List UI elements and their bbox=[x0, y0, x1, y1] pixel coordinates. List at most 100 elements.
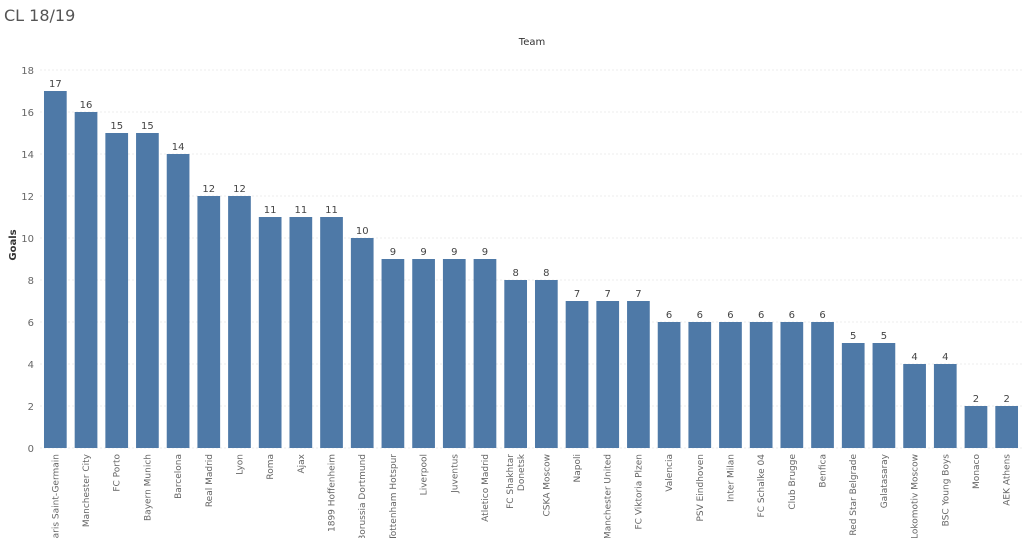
x-tick-label: FC Porto bbox=[113, 454, 123, 492]
bar-value-label: 11 bbox=[294, 205, 307, 216]
bar-value-label: 11 bbox=[264, 205, 277, 216]
x-tick-label: Red Star Belgrade bbox=[849, 454, 859, 536]
bar[interactable] bbox=[43, 91, 67, 448]
y-tick-label: 16 bbox=[21, 108, 34, 119]
bar[interactable] bbox=[228, 196, 251, 448]
bar[interactable] bbox=[412, 259, 435, 448]
bar[interactable] bbox=[504, 280, 528, 448]
bar[interactable] bbox=[320, 217, 343, 448]
bar[interactable] bbox=[166, 154, 190, 448]
bar[interactable] bbox=[749, 322, 773, 448]
x-tick-label: Roma bbox=[266, 454, 276, 480]
bar[interactable] bbox=[872, 343, 896, 448]
bar[interactable] bbox=[627, 301, 650, 448]
bar[interactable] bbox=[995, 406, 1019, 448]
x-tick-label: Real Madrid bbox=[205, 454, 215, 507]
x-tick-label: Bayern Munich bbox=[143, 454, 153, 521]
x-tick-label: FC Shakhtar bbox=[506, 454, 516, 509]
x-tick-label: Benfica bbox=[819, 454, 829, 488]
data-labels: 17 16 15 15 14 12 12 11 11 11 10 9 9 9 9 8 8 7 7 7 6 6 6 6 6 6 5 5 4… bbox=[49, 79, 1010, 405]
x-tick-label: Liverpool bbox=[420, 454, 430, 495]
bar[interactable] bbox=[442, 259, 466, 448]
bar-value-label: 9 bbox=[451, 247, 457, 258]
bar-value-label: 17 bbox=[49, 79, 62, 90]
bar[interactable] bbox=[903, 364, 926, 448]
bar-value-label: 6 bbox=[666, 310, 672, 321]
bar-value-label: 5 bbox=[850, 331, 856, 342]
bar-value-label: 7 bbox=[635, 289, 641, 300]
bar-value-label: 8 bbox=[512, 268, 518, 279]
y-tick-label: 12 bbox=[21, 192, 34, 203]
bar[interactable] bbox=[74, 112, 98, 448]
x-tick-label: FC Schalke 04 bbox=[757, 454, 767, 518]
bar[interactable] bbox=[105, 133, 129, 448]
y-axis-ticks: 0 2 4 6 8 10 12 14 16 18 bbox=[21, 66, 34, 455]
y-tick-label: 4 bbox=[28, 360, 34, 371]
bar-value-label: 4 bbox=[942, 352, 948, 363]
x-tick-label: Valencia bbox=[665, 454, 675, 492]
bar[interactable] bbox=[596, 301, 620, 448]
x-tick-label: Borussia Dortmund bbox=[358, 454, 368, 538]
x-tick-label: CSKA Moscow bbox=[542, 454, 552, 517]
sheet-title: CL 18/19 bbox=[4, 6, 76, 25]
bar[interactable] bbox=[350, 238, 374, 448]
x-tick-label: 1899 Hoffenheim bbox=[328, 454, 338, 532]
y-tick-label: 18 bbox=[21, 66, 34, 77]
x-tick-label: BSC Young Boys bbox=[941, 454, 951, 527]
bar[interactable] bbox=[473, 259, 497, 448]
bar[interactable] bbox=[657, 322, 681, 448]
y-tick-label: 2 bbox=[28, 402, 34, 413]
bar[interactable] bbox=[688, 322, 712, 448]
x-tick-label: Atletico Madrid bbox=[481, 454, 491, 522]
bar-value-label: 5 bbox=[881, 331, 887, 342]
bar[interactable] bbox=[136, 133, 159, 448]
bar[interactable] bbox=[811, 322, 834, 448]
bar-value-label: 4 bbox=[911, 352, 917, 363]
bar[interactable] bbox=[964, 406, 988, 448]
x-tick-label: Manchester City bbox=[82, 453, 92, 527]
bar-value-label: 7 bbox=[605, 289, 611, 300]
bar-value-label: 9 bbox=[482, 247, 488, 258]
x-tick-label: Club Brugge bbox=[788, 454, 798, 510]
bar[interactable] bbox=[258, 217, 282, 448]
bar[interactable] bbox=[381, 259, 405, 448]
y-axis-title: Goals bbox=[8, 229, 19, 260]
bar[interactable] bbox=[780, 322, 804, 448]
bar-value-label: 7 bbox=[574, 289, 580, 300]
bar-value-label: 14 bbox=[172, 142, 185, 153]
y-tick-label: 10 bbox=[21, 234, 34, 245]
x-tick-label: Lyon bbox=[235, 454, 245, 475]
bar-value-label: 9 bbox=[420, 247, 426, 258]
y-tick-label: 0 bbox=[28, 444, 34, 455]
bar[interactable] bbox=[841, 343, 865, 448]
x-tick-label: AEK Athens bbox=[1003, 454, 1013, 506]
bar[interactable] bbox=[197, 196, 221, 448]
bar-value-label: 6 bbox=[819, 310, 825, 321]
bar-value-label: 12 bbox=[202, 184, 215, 195]
bar-value-label: 2 bbox=[1003, 394, 1009, 405]
bar[interactable] bbox=[719, 322, 742, 448]
x-tick-label: Barcelona bbox=[174, 454, 184, 499]
bar-value-label: 12 bbox=[233, 184, 246, 195]
x-tick-label: Juventus bbox=[450, 454, 460, 494]
y-tick-label: 14 bbox=[21, 150, 34, 161]
x-tick-label: Ajax bbox=[297, 453, 307, 473]
x-tick-label: Inter Milan bbox=[726, 454, 736, 502]
bar[interactable] bbox=[565, 301, 589, 448]
bar-value-label: 6 bbox=[789, 310, 795, 321]
x-tick-label: Manchester United bbox=[604, 454, 614, 538]
x-tick-label: FC Viktoria Plzen bbox=[634, 454, 644, 530]
bar-value-label: 15 bbox=[110, 121, 123, 132]
y-tick-label: 8 bbox=[28, 276, 34, 287]
bar[interactable] bbox=[289, 217, 313, 448]
bar[interactable] bbox=[534, 280, 558, 448]
x-axis-title: Team bbox=[518, 37, 545, 48]
bar-value-label: 6 bbox=[758, 310, 764, 321]
x-tick-label: Paris Saint-Germain bbox=[51, 454, 61, 538]
bar-value-label: 15 bbox=[141, 121, 154, 132]
y-tick-label: 6 bbox=[28, 318, 34, 329]
bar[interactable] bbox=[933, 364, 957, 448]
x-tick-label: Napoli bbox=[573, 454, 583, 482]
bar-value-label: 11 bbox=[325, 205, 338, 216]
